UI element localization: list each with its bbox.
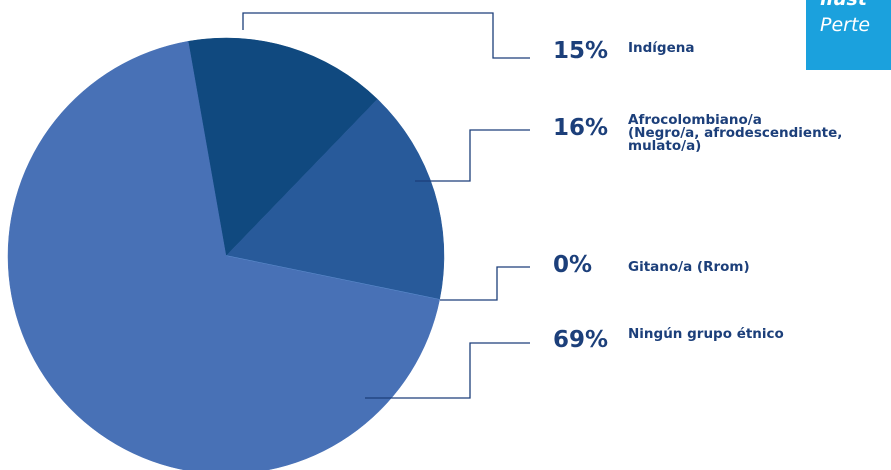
leader-line [365,342,530,399]
leader-line [415,129,530,182]
corner-banner: ilust Perte [806,0,891,70]
category-label: Indígena [628,40,695,56]
pie-slice [187,37,378,257]
value-label: 15% [553,38,609,64]
pie-slice [225,98,445,301]
leader-line [440,266,530,301]
category-label: Afrocolombiano/a (Negro/a, afrodescendie… [628,112,843,154]
value-label: 69% [553,327,609,353]
leader-line [242,12,530,59]
value-label: 16% [553,115,609,141]
corner-text: Perte [820,14,871,36]
value-label: 0% [553,252,593,278]
category-label: Gitano/a (Rrom) [628,259,750,275]
pie-slice [7,41,440,470]
corner-text: ilust [820,0,867,10]
category-label: Ningún grupo étnico [628,326,784,342]
